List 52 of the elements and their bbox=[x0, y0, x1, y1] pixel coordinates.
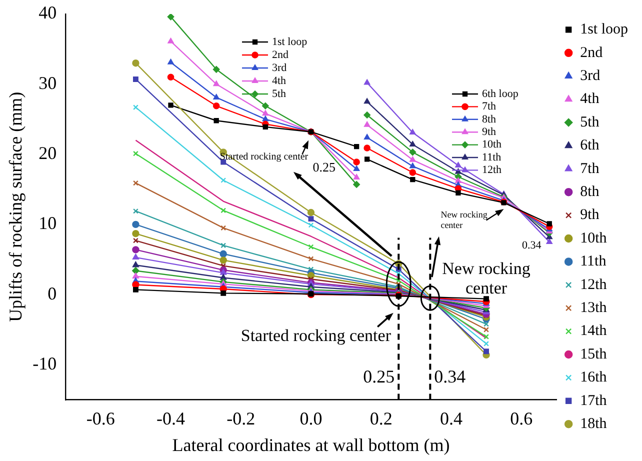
legend-label: 10th bbox=[580, 230, 608, 246]
legend-label: 8th bbox=[482, 113, 497, 126]
legend-label: 18th bbox=[580, 416, 608, 432]
legend-label: 5th bbox=[272, 88, 287, 100]
y-tick-label: 0 bbox=[48, 283, 57, 304]
legend-label: 4th bbox=[272, 74, 287, 87]
x-tick-label: -0.6 bbox=[86, 408, 115, 428]
legend-label: 10th bbox=[482, 138, 502, 151]
x-axis-title: Lateral coordinates at wall bottom (m) bbox=[172, 434, 450, 455]
legend-label: 6th loop bbox=[482, 88, 519, 100]
annotation: 0.25 bbox=[312, 160, 336, 175]
legend-label: 1st loop bbox=[272, 36, 308, 48]
legend-label: 13th bbox=[580, 300, 608, 316]
legend-label: 2nd bbox=[580, 44, 604, 61]
x-tick-label: -0.2 bbox=[226, 408, 256, 428]
y-tick-label: 20 bbox=[38, 143, 57, 164]
legend-label: 7th bbox=[580, 160, 600, 177]
legend-label: 5th bbox=[580, 114, 600, 130]
annotation: New rocking center bbox=[442, 258, 531, 298]
legend-label: 4th bbox=[580, 91, 600, 108]
y-tick-label: 10 bbox=[38, 213, 57, 234]
y-tick-label: 40 bbox=[38, 2, 57, 23]
x-tick-label: 0.6 bbox=[510, 408, 533, 428]
legend-label: 17th bbox=[580, 392, 608, 409]
legend-label: 6th bbox=[580, 138, 600, 154]
legend-label: 14th bbox=[580, 323, 608, 340]
x-tick-label: 0.4 bbox=[440, 408, 462, 428]
legend-label: 3rd bbox=[580, 68, 601, 84]
legend-label: 9th bbox=[482, 126, 497, 138]
annotation: Started rocking center bbox=[240, 326, 392, 346]
y-tick-label: -10 bbox=[32, 353, 57, 374]
legend-label: 1st loop bbox=[580, 22, 628, 38]
x-tick-label: 0.2 bbox=[370, 408, 392, 428]
legend-label: 3rd bbox=[272, 62, 288, 74]
annotation: 0.34 bbox=[522, 239, 542, 252]
legend-label: 16th bbox=[580, 370, 608, 386]
y-axis-title: Uplifts of rocking surface (mm) bbox=[6, 92, 26, 322]
annotation: New rocking center bbox=[440, 210, 488, 230]
ref-line-label: 0.34 bbox=[434, 366, 466, 387]
legend-label: 12th bbox=[580, 276, 608, 293]
legend-label: 11th bbox=[580, 254, 607, 270]
ref-line-label: 0.25 bbox=[363, 366, 395, 387]
legend-label: 15th bbox=[580, 346, 608, 362]
legend-label: 2nd bbox=[272, 48, 289, 61]
legend-label: 12th bbox=[482, 164, 502, 176]
legend-label: 7th bbox=[482, 100, 497, 113]
legend-label: 11th bbox=[482, 151, 502, 164]
y-tick-label: 30 bbox=[38, 72, 57, 93]
x-tick-label: -0.4 bbox=[156, 408, 186, 428]
x-tick-label: 0.0 bbox=[300, 408, 322, 428]
legend-label: 8th bbox=[580, 184, 600, 200]
legend-label: 9th bbox=[580, 207, 600, 224]
